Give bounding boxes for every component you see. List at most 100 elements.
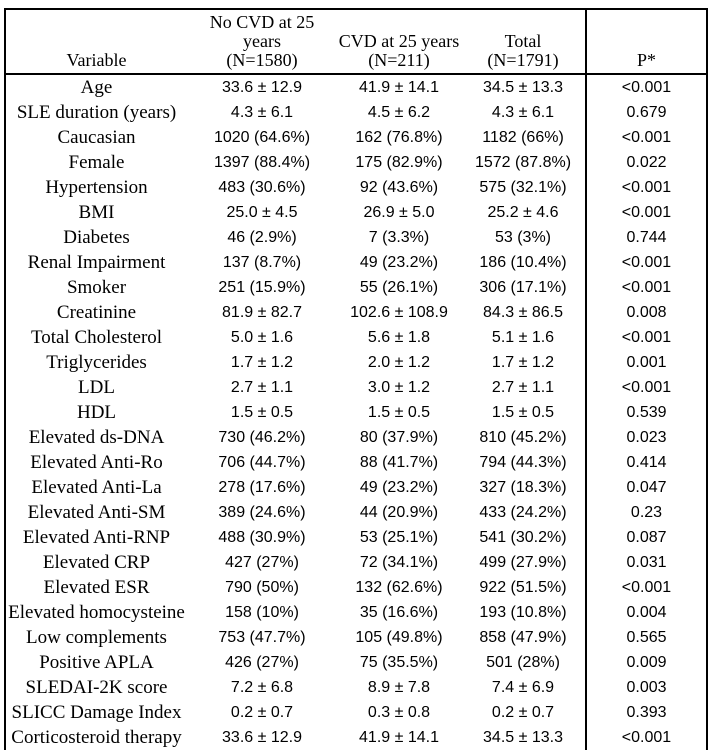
table-header: Variable No CVD at 25 years (N=1580) CVD… — [5, 9, 707, 75]
value-cell: 105 (49.8%) — [355, 628, 443, 646]
p-value-cell: 0.023 — [585, 425, 707, 450]
value-cell: 1.5 ± 0.5 — [230, 403, 294, 421]
value-cell: 4.3 ± 6.1 — [230, 103, 294, 121]
p-value-cell: 0.087 — [585, 525, 707, 550]
table-row: Creatinine 81.9 ± 82.7 102.6 ± 108.9 84.3 ±… — [5, 300, 707, 325]
variable-cell: BMI — [78, 201, 115, 223]
table-row: Diabetes 46 (2.9%) 7 (3.3%) 53 (3%) 0.744 — [5, 225, 707, 250]
variable-cell: LDL — [78, 376, 115, 398]
variable-cell: Positive APLA — [39, 651, 154, 673]
value-cell: 33.6 ± 12.9 — [222, 78, 302, 96]
value-cell: 810 (45.2%) — [479, 428, 567, 446]
variable-cell: Elevated Anti-RNP — [22, 526, 171, 548]
variable-cell: Total Cholesterol — [30, 326, 163, 348]
variable-cell: Hypertension — [45, 176, 148, 198]
value-cell: 1.7 ± 1.2 — [230, 353, 294, 371]
table-row: SLE duration (years) 4.3 ± 6.1 4.5 ± 6.2 4.… — [5, 100, 707, 125]
value-cell: 4.3 ± 6.1 — [491, 103, 555, 121]
value-cell: 81.9 ± 82.7 — [222, 303, 302, 321]
table-row: Female 1397 (88.4%) 175 (82.9%) 1572 (87.8%… — [5, 150, 707, 175]
value-cell: 25.2 ± 4.6 — [487, 203, 559, 221]
value-cell: 427 (27%) — [225, 553, 299, 571]
value-cell: 53 (25.1%) — [359, 528, 439, 546]
value-cell: 7 (3.3%) — [368, 228, 430, 246]
variable-cell: Elevated Anti-SM — [27, 501, 166, 523]
table-body: Age 33.6 ± 12.9 41.9 ± 14.1 34.5 ± 13.3 <0.0… — [5, 74, 707, 750]
variable-cell: SLEDAI-2K score — [25, 676, 168, 698]
variable-cell: Age — [80, 76, 113, 98]
table-row: Total Cholesterol 5.0 ± 1.6 5.6 ± 1.8 5.1 ±… — [5, 325, 707, 350]
variable-cell: Elevated Anti-La — [31, 476, 162, 498]
value-cell: 488 (30.9%) — [218, 528, 306, 546]
p-value-cell: 0.539 — [585, 400, 707, 425]
value-cell: 4.5 ± 6.2 — [367, 103, 431, 121]
p-value-cell: 0.679 — [585, 100, 707, 125]
table-row: Elevated ds-DNA 730 (46.2%) 80 (37.9%) 810 … — [5, 425, 707, 450]
value-cell: 541 (30.2%) — [479, 528, 567, 546]
value-cell: 7.4 ± 6.9 — [491, 678, 555, 696]
value-cell: 72 (34.1%) — [359, 553, 439, 571]
table-row: Elevated Anti-SM 389 (24.6%) 44 (20.9%) 433… — [5, 500, 707, 525]
table-row: Caucasian 1020 (64.6%) 162 (76.8%) 1182 (66… — [5, 125, 707, 150]
value-cell: 7.2 ± 6.8 — [230, 678, 294, 696]
p-value-cell: 0.031 — [585, 550, 707, 575]
value-cell: 0.2 ± 0.7 — [230, 703, 294, 721]
value-cell: 92 (43.6%) — [359, 178, 439, 196]
table-row: Elevated Anti-Ro 706 (44.7%) 88 (41.7%) 794… — [5, 450, 707, 475]
value-cell: 102.6 ± 108.9 — [350, 303, 448, 321]
value-cell: 706 (44.7%) — [218, 453, 306, 471]
value-cell: 5.6 ± 1.8 — [367, 328, 431, 346]
value-cell: 175 (82.9%) — [355, 153, 443, 171]
value-cell: 193 (10.8%) — [479, 603, 567, 621]
value-cell: 501 (28%) — [486, 653, 560, 671]
p-value-cell: 0.004 — [585, 600, 707, 625]
p-value-cell: 0.003 — [585, 675, 707, 700]
p-value-cell: <0.001 — [585, 74, 707, 100]
value-cell: 1.5 ± 0.5 — [367, 403, 431, 421]
header-row: Variable No CVD at 25 years (N=1580) CVD… — [5, 9, 707, 75]
variable-cell: Corticosteroid therapy — [11, 726, 182, 748]
p-value-cell: <0.001 — [585, 200, 707, 225]
variable-cell: Elevated Anti-Ro — [30, 451, 163, 473]
table-row: Elevated ESR 790 (50%) 132 (62.6%) 922 (51.… — [5, 575, 707, 600]
value-cell: 88 (41.7%) — [359, 453, 439, 471]
value-cell: 2.7 ± 1.1 — [491, 378, 555, 396]
table-row: SLEDAI-2K score 7.2 ± 6.8 8.9 ± 7.8 7.4 ± 6… — [5, 675, 707, 700]
table-row: Smoker 251 (15.9%) 55 (26.1%) 306 (17.1%) <0… — [5, 275, 707, 300]
value-cell: 1182 (66%) — [482, 128, 564, 146]
value-cell: 34.5 ± 13.3 — [483, 728, 563, 746]
value-cell: 35 (16.6%) — [359, 603, 439, 621]
header-cvd-25-years: CVD at 25 years (N=211) — [337, 9, 461, 75]
p-value-cell: 0.009 — [585, 650, 707, 675]
value-cell: 2.0 ± 1.2 — [367, 353, 431, 371]
value-cell: 53 (3%) — [494, 228, 552, 246]
table-row: LDL 2.7 ± 1.1 3.0 ± 1.2 2.7 ± 1.1 <0.001 — [5, 375, 707, 400]
table-row: Low complements 753 (47.7%) 105 (49.8%) 858… — [5, 625, 707, 650]
table-row: SLICC Damage Index 0.2 ± 0.7 0.3 ± 0.8 0.2 … — [5, 700, 707, 725]
value-cell: 1.7 ± 1.2 — [491, 353, 555, 371]
p-value-cell: 0.565 — [585, 625, 707, 650]
variable-cell: Female — [68, 151, 125, 173]
value-cell: 433 (24.2%) — [479, 503, 567, 521]
value-cell: 55 (26.1%) — [359, 278, 439, 296]
value-cell: 2.7 ± 1.1 — [230, 378, 294, 396]
value-cell: 1572 (87.8%) — [474, 153, 572, 171]
variable-cell: Diabetes — [63, 226, 130, 248]
value-cell: 1397 (88.4%) — [213, 153, 311, 171]
value-cell: 84.3 ± 86.5 — [483, 303, 563, 321]
p-value-cell: <0.001 — [585, 125, 707, 150]
value-cell: 753 (47.7%) — [218, 628, 306, 646]
header-p-value: P* — [585, 9, 707, 75]
table-row: Age 33.6 ± 12.9 41.9 ± 14.1 34.5 ± 13.3 <0.0… — [5, 74, 707, 100]
value-cell: 34.5 ± 13.3 — [483, 78, 563, 96]
variable-cell: Elevated ESR — [43, 576, 150, 598]
value-cell: 5.0 ± 1.6 — [230, 328, 294, 346]
table-row: Elevated Anti-RNP 488 (30.9%) 53 (25.1%) 54… — [5, 525, 707, 550]
p-value-cell: <0.001 — [585, 575, 707, 600]
header-no-cvd-25-years: No CVD at 25 years (N=1580) — [187, 9, 337, 75]
value-cell: 137 (8.7%) — [222, 253, 302, 271]
value-cell: 132 (62.6%) — [355, 578, 443, 596]
value-cell: 327 (18.3%) — [479, 478, 567, 496]
value-cell: 41.9 ± 14.1 — [359, 78, 439, 96]
